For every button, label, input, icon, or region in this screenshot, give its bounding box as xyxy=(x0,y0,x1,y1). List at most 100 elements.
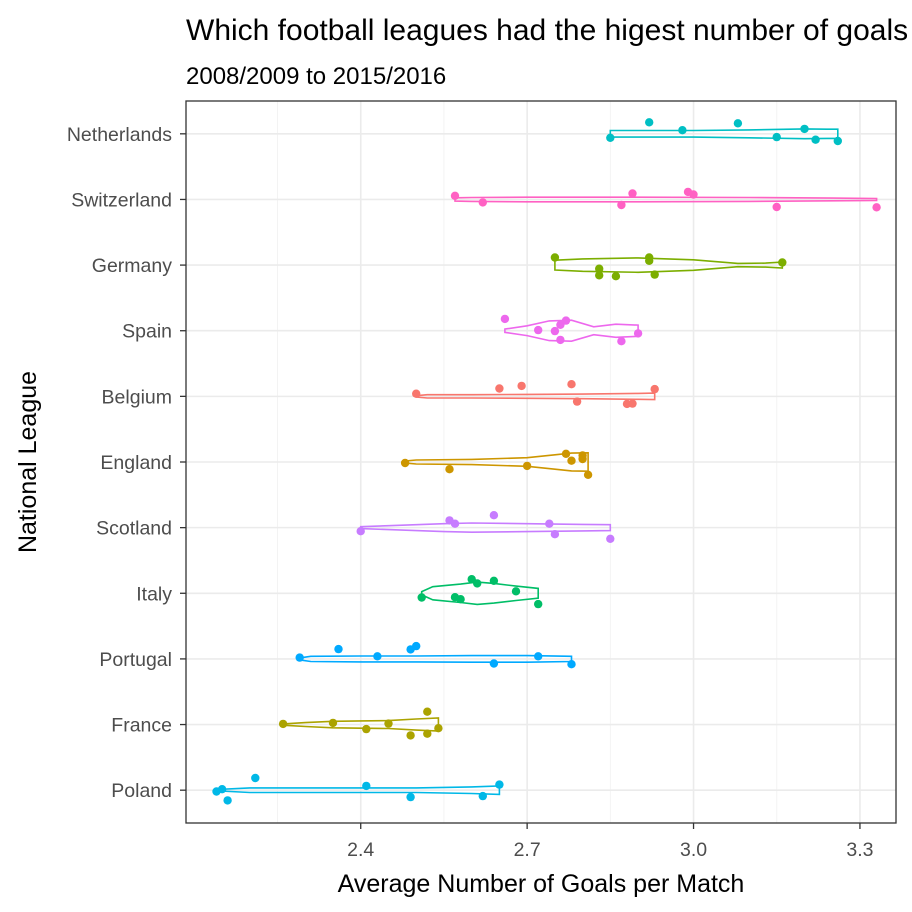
point-netherlands-6 xyxy=(811,135,820,144)
point-france-6 xyxy=(423,729,432,738)
point-switzerland-5 xyxy=(617,200,626,210)
y-tick-label-poland: Poland xyxy=(111,780,172,802)
x-tick-label-0: 2.4 xyxy=(347,839,374,861)
point-portugal-4 xyxy=(373,652,382,661)
point-italy-5 xyxy=(456,595,465,604)
point-belgium-2 xyxy=(495,384,504,393)
point-germany-3 xyxy=(778,258,787,267)
point-netherlands-0 xyxy=(645,118,654,127)
x-axis-title: Average Number of Goals per Match xyxy=(338,870,745,898)
y-tick-label-france: France xyxy=(111,715,172,737)
y-tick-label-switzerland: Switzerland xyxy=(71,189,172,211)
x-tick-label-2: 3.0 xyxy=(680,839,707,861)
point-portugal-6 xyxy=(567,660,576,669)
point-england-7 xyxy=(583,470,593,479)
point-switzerland-2 xyxy=(689,190,698,199)
point-portugal-3 xyxy=(295,653,304,662)
point-england-5 xyxy=(522,461,532,471)
point-netherlands-2 xyxy=(678,126,687,135)
point-netherlands-1 xyxy=(733,119,743,128)
point-portugal-7 xyxy=(489,659,499,668)
point-germany-2 xyxy=(645,256,654,265)
point-belgium-1 xyxy=(517,381,526,391)
point-italy-6 xyxy=(417,593,426,602)
point-germany-4 xyxy=(595,264,604,273)
point-netherlands-4 xyxy=(606,133,615,142)
point-spain-5 xyxy=(633,329,643,338)
point-poland-6 xyxy=(478,791,487,801)
point-belgium-3 xyxy=(650,384,659,394)
point-poland-2 xyxy=(362,781,371,791)
point-germany-7 xyxy=(650,270,659,279)
point-france-1 xyxy=(328,718,338,728)
point-scotland-3 xyxy=(545,519,554,528)
point-scotland-0 xyxy=(489,511,499,520)
violin-switzerland xyxy=(454,196,878,203)
violin-belgium xyxy=(415,392,656,401)
y-tick-label-scotland: Scotland xyxy=(96,518,172,540)
point-poland-4 xyxy=(212,787,221,796)
y-tick-label-netherlands: Netherlands xyxy=(67,124,172,146)
point-netherlands-7 xyxy=(833,136,842,146)
point-switzerland-7 xyxy=(872,203,881,212)
point-france-0 xyxy=(423,707,432,716)
chart-title: Which football leagues had the higest nu… xyxy=(186,14,912,47)
point-belgium-5 xyxy=(572,397,582,406)
point-netherlands-3 xyxy=(800,124,809,134)
point-england-0 xyxy=(561,449,571,458)
point-france-7 xyxy=(406,731,415,740)
point-spain-0 xyxy=(500,314,510,324)
violin-poland xyxy=(215,785,501,796)
point-belgium-4 xyxy=(412,389,421,398)
point-switzerland-3 xyxy=(450,191,460,200)
point-poland-7 xyxy=(223,796,232,805)
point-italy-3 xyxy=(511,587,521,596)
point-germany-6 xyxy=(611,272,621,281)
point-spain-6 xyxy=(556,335,565,345)
point-italy-7 xyxy=(534,599,543,609)
point-portugal-2 xyxy=(406,645,415,654)
y-axis-title: National League xyxy=(14,371,42,553)
y-tick-label-belgium: Belgium xyxy=(102,386,172,408)
point-spain-4 xyxy=(550,326,560,336)
point-spain-7 xyxy=(617,337,626,346)
point-belgium-0 xyxy=(567,380,576,389)
x-tick-label-3: 3.3 xyxy=(846,839,873,861)
y-tick-label-england: England xyxy=(100,452,172,474)
point-england-6 xyxy=(445,465,454,474)
point-portugal-5 xyxy=(534,652,543,661)
point-switzerland-4 xyxy=(478,198,487,207)
y-tick-label-spain: Spain xyxy=(122,321,172,343)
point-poland-3 xyxy=(495,780,504,789)
point-germany-5 xyxy=(595,271,604,280)
violin-italy xyxy=(420,581,539,606)
point-scotland-4 xyxy=(356,527,365,536)
point-belgium-7 xyxy=(622,399,632,409)
point-netherlands-5 xyxy=(772,132,781,142)
point-italy-1 xyxy=(489,576,499,585)
y-tick-label-germany: Germany xyxy=(92,255,172,277)
point-layer xyxy=(212,118,881,805)
point-england-2 xyxy=(578,454,587,464)
point-portugal-0 xyxy=(334,644,343,654)
chart-subtitle: 2008/2009 to 2015/2016 xyxy=(186,63,446,90)
point-poland-0 xyxy=(251,773,260,783)
point-scotland-6 xyxy=(606,534,615,543)
y-tick-label-italy: Italy xyxy=(136,583,172,605)
point-france-3 xyxy=(362,724,371,734)
point-switzerland-6 xyxy=(772,202,781,212)
point-scotland-2 xyxy=(450,519,460,528)
point-france-2 xyxy=(384,719,393,728)
point-france-5 xyxy=(434,724,443,733)
point-spain-2 xyxy=(556,320,565,329)
point-england-4 xyxy=(400,458,410,468)
point-switzerland-1 xyxy=(628,189,637,198)
x-tick-label-1: 2.7 xyxy=(514,839,541,861)
point-italy-2 xyxy=(473,579,482,588)
point-france-4 xyxy=(278,719,288,729)
axes: 2.4 2.7 3.0 3.3 Poland France Portugal Italy Sco… xyxy=(67,124,874,861)
point-poland-5 xyxy=(406,792,415,802)
point-scotland-5 xyxy=(550,530,560,539)
point-germany-0 xyxy=(550,253,560,262)
